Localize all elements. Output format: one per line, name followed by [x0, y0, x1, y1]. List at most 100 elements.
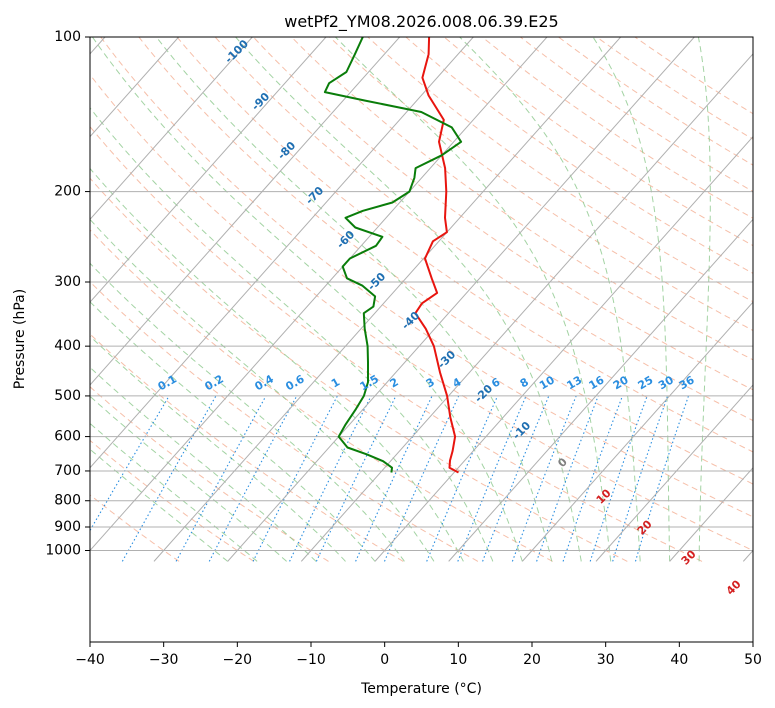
x-tick-label: 50: [744, 652, 762, 668]
isotherm-label: -80: [275, 139, 298, 162]
dry-adiabat: [90, 386, 329, 562]
moist-adiabat: [90, 218, 435, 562]
y-tick-label: 200: [54, 184, 81, 200]
mixing-ratio-line: [536, 395, 599, 562]
dry-adiabat: [596, 37, 753, 140]
moist-adiabat: [90, 262, 405, 562]
mixing-ratio-line: [175, 395, 267, 562]
mixing-ratio-label: 16: [587, 373, 607, 392]
moist-adiabat: [90, 301, 376, 562]
moist-adiabat: [235, 37, 582, 562]
mixing-ratio-label: 0.6: [283, 372, 307, 393]
isotherm-line: [90, 37, 474, 469]
x-axis-label: Temperature (°C): [360, 681, 482, 697]
moist-adiabat: [90, 395, 287, 562]
mixing-ratio-line: [589, 395, 648, 562]
y-axis-label: Pressure (hPa): [12, 289, 28, 389]
mixing-ratio-label: 2: [388, 375, 401, 390]
x-tick-label: −40: [75, 652, 105, 668]
y-tick-label: 300: [54, 274, 81, 290]
mixing-ratio-label: 4: [450, 375, 463, 390]
dry-adiabat: [138, 37, 753, 485]
moist-adiabat: [155, 37, 553, 562]
isotherm-label: -70: [303, 184, 326, 207]
isotherm-line: [374, 135, 753, 562]
dry-adiabat: [90, 229, 553, 562]
y-tick-label: 800: [54, 493, 81, 509]
isotherm-line: [595, 384, 753, 562]
moist-adiabat: [90, 107, 494, 562]
isotherm-label: 10: [594, 486, 614, 506]
isotherm-line: [669, 466, 753, 562]
temperature-trace: [414, 37, 459, 474]
isotherm-line: [90, 37, 401, 386]
isotherm-line: [153, 37, 622, 562]
moist-adiabat: [90, 422, 258, 562]
dry-adiabat: [558, 37, 753, 166]
isotherm-label: -90: [249, 90, 272, 113]
mixing-ratio-line: [121, 395, 217, 562]
y-tick-label: 400: [54, 338, 81, 354]
x-tick-label: 10: [449, 652, 467, 668]
dry-adiabat: [405, 37, 753, 274]
moist-adiabat: [592, 37, 671, 562]
y-tick-label: 100: [54, 29, 81, 45]
isotherm-line: [448, 218, 753, 562]
mixing-ratio-line: [383, 395, 460, 562]
mixing-ratio-line: [426, 395, 499, 562]
mixing-ratio-line: [634, 395, 690, 562]
isotherm-line: [90, 37, 327, 303]
mixing-ratio-label: 3: [424, 375, 437, 390]
moist-adiabat: [90, 335, 346, 562]
dry-adiabat: [90, 494, 180, 562]
dry-adiabat: [90, 177, 628, 562]
dry-adiabat: [90, 333, 404, 562]
mixing-ratio-label: 0.2: [203, 372, 226, 393]
dry-adiabat: [214, 37, 753, 422]
x-tick-label: −10: [296, 652, 326, 668]
mixing-ratio-line: [208, 395, 298, 562]
y-tick-label: 1000: [45, 543, 81, 559]
dewpoint-trace: [323, 37, 463, 473]
y-tick-label: 600: [54, 429, 81, 445]
dry-adiabat: [252, 37, 753, 391]
isotherm-label: -10: [510, 419, 533, 442]
isotherm-line: [521, 301, 753, 562]
dry-adiabat: [634, 37, 753, 115]
isotherm-label: -40: [399, 309, 422, 332]
dry-adiabat: [443, 37, 753, 247]
dry-adiabat: [176, 37, 753, 453]
mixing-ratio-line: [355, 395, 433, 562]
mixing-ratio-label: 0.4: [253, 372, 277, 393]
isotherm-line: [227, 37, 695, 562]
dry-adiabat: [367, 37, 753, 303]
isotherm-label: -60: [334, 228, 357, 251]
chart-title: wetPf2_YM08.2026.008.06.39.E25: [284, 12, 558, 32]
dry-adiabat: [481, 37, 753, 219]
dry-adiabat: [329, 37, 753, 332]
mixing-ratio-label: 30: [656, 373, 676, 392]
isotherm-line: [742, 549, 753, 562]
isotherm-line: [90, 37, 548, 552]
y-tick-label: 900: [54, 519, 81, 535]
mixing-ratio-line: [457, 395, 527, 562]
x-tick-label: 40: [670, 652, 688, 668]
isotherm-label: -100: [222, 37, 251, 66]
mixing-ratio-label: 25: [636, 373, 656, 392]
dry-adiabat: [90, 73, 753, 552]
dry-adiabat: [100, 37, 753, 518]
plot-frame: [89, 36, 754, 643]
mixing-ratio-line: [315, 395, 397, 562]
dry-adiabat: [90, 439, 255, 562]
isotherm-line: [90, 37, 180, 138]
mixing-ratio-label: 13: [565, 373, 585, 392]
mixing-ratio-line: [511, 395, 577, 562]
dry-adiabat: [90, 281, 479, 562]
moist-adiabat: [90, 366, 317, 562]
dry-adiabat: [291, 37, 753, 361]
moist-adiabat: [335, 37, 612, 562]
x-tick-label: −30: [149, 652, 179, 668]
moist-adiabat: [697, 37, 711, 562]
dry-adiabat: [520, 37, 753, 193]
